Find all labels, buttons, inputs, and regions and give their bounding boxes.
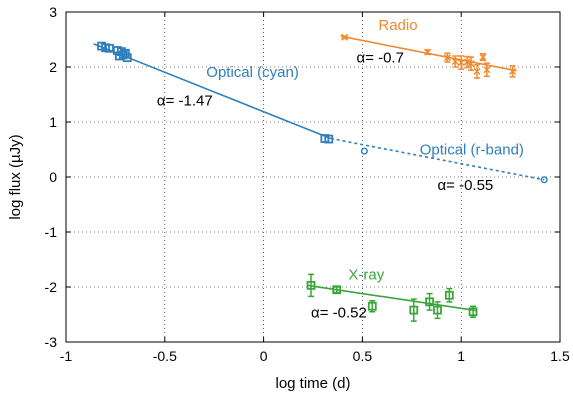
y-tick-labels: 3 2 1 0 -1 -2 -3	[45, 4, 58, 350]
y-tick-label: -1	[45, 224, 58, 240]
data-point-optical-cyan	[324, 134, 334, 144]
y-tick-label: -3	[45, 334, 58, 350]
data-point-optical-cyan	[120, 48, 130, 58]
x-tick-label: 1	[457, 348, 465, 364]
data-point-x-ray	[367, 301, 377, 311]
annotation: α= -0.55	[437, 177, 493, 194]
tick-marks	[65, 11, 561, 343]
annotation: Optical (cyan)	[206, 64, 299, 81]
marker-stroke	[457, 59, 465, 67]
data-point-x-ray	[425, 297, 434, 307]
data-point-radio	[479, 53, 487, 61]
marker-stroke	[479, 53, 487, 61]
y-tick-label: 1	[49, 114, 57, 130]
marker-stroke	[473, 67, 481, 75]
marker-stroke	[467, 60, 475, 68]
x-axis-label: log time (d)	[275, 375, 350, 392]
annotation: α= -1.47	[157, 93, 213, 110]
x-tick-label: 0.5	[353, 348, 373, 364]
data-point-radio	[463, 58, 471, 66]
x-tick-label: -0.5	[153, 348, 177, 364]
data-point-x-ray	[409, 305, 419, 315]
x-tick-label: -1	[60, 348, 73, 364]
y-tick-label: 2	[49, 59, 57, 75]
annotation: Optical (r-band)	[420, 141, 524, 158]
data-point-radio	[451, 57, 459, 66]
data-point-radio	[473, 67, 481, 75]
data-point-radio	[467, 60, 475, 68]
y-axis-label: log flux (µJy)	[7, 134, 24, 219]
data-point-radio	[424, 48, 432, 56]
annotation: α= -0.7	[356, 50, 403, 67]
data-point-x-ray	[433, 305, 442, 315]
marker-stroke	[451, 57, 459, 66]
y-tick-label: 3	[49, 4, 57, 20]
marker-stroke	[443, 54, 451, 62]
fit-line-optical-r-band	[330, 137, 545, 181]
marker-stroke	[483, 66, 491, 74]
x-tick-label: 1.5	[550, 348, 570, 364]
annotation: X-ray	[348, 266, 384, 283]
marker-stroke	[509, 67, 517, 75]
data-markers	[97, 33, 548, 317]
data-point-x-ray	[332, 285, 342, 295]
data-point-x-ray	[444, 290, 454, 300]
data-point-optical-r-band	[360, 147, 368, 155]
data-point-radio	[341, 33, 349, 41]
data-point-radio	[443, 54, 451, 62]
data-point-radio	[509, 67, 517, 75]
marker-stroke	[341, 33, 349, 41]
x-tick-labels: -1 -0.5 0 0.5 1 1.5	[60, 348, 570, 364]
data-point-radio	[483, 66, 491, 74]
data-point-optical-cyan	[122, 53, 132, 63]
data-point-radio	[457, 59, 465, 67]
annotation: α= -0.52	[311, 304, 367, 321]
fit-line-x-ray	[306, 284, 478, 312]
y-tick-label: -2	[45, 279, 58, 295]
data-point-x-ray	[468, 307, 478, 317]
x-tick-label: 0	[260, 348, 268, 364]
data-point-optical-cyan	[105, 43, 114, 53]
marker-stroke	[463, 58, 471, 66]
data-point-x-ray	[306, 280, 316, 290]
data-point-optical-r-band	[540, 176, 548, 184]
annotations: Radio α= -0.7 Optical (cyan) α= -1.47 Optica…	[157, 17, 524, 321]
fit-line-optical-cyan	[93, 43, 332, 140]
marker-stroke	[424, 48, 432, 56]
y-tick-label: 0	[49, 169, 57, 185]
annotation: Radio	[378, 17, 417, 34]
